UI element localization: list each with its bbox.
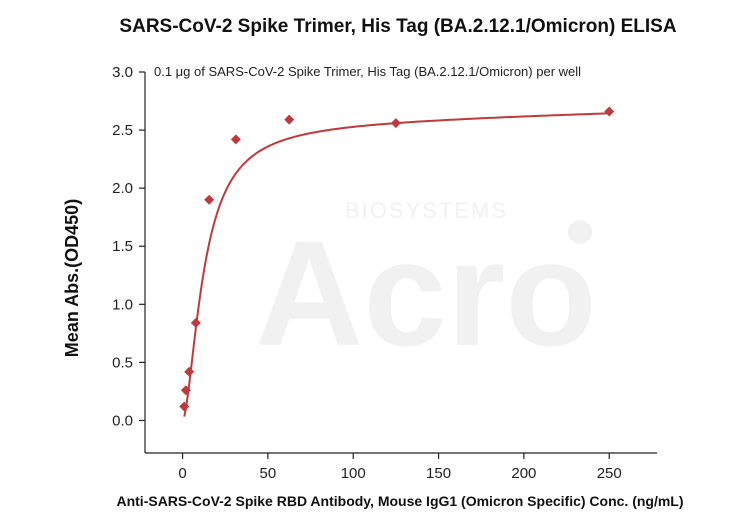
data-point: [604, 106, 615, 117]
fit-curve: [183, 112, 610, 417]
chart-annotation: 0.1 μg of SARS-CoV-2 Spike Trimer, His T…: [154, 64, 581, 79]
x-tick-label: 100: [341, 465, 366, 482]
data-point: [184, 366, 195, 377]
x-axis-label: Anti-SARS-CoV-2 Spike RBD Antibody, Mous…: [116, 493, 683, 509]
y-tick-label: 0.0: [112, 412, 133, 429]
watermark-main: Acro: [255, 209, 597, 377]
y-tick-label: 0.5: [112, 354, 133, 371]
data-points: [179, 106, 615, 412]
data-point: [204, 194, 215, 205]
y-axis-label: Mean Abs.(OD450): [62, 199, 82, 357]
x-ticks: 0 50 100 150 200 250: [178, 453, 622, 482]
plot-frame: [144, 72, 657, 454]
x-tick-label: 150: [426, 465, 451, 482]
data-point: [179, 401, 190, 412]
watermark-dot: [568, 220, 592, 244]
y-tick-label: 1.5: [112, 238, 133, 255]
y-tick-label: 2.0: [112, 180, 133, 197]
watermark: BIOSYSTEMS Acro: [255, 198, 597, 377]
y-tick-label: 1.0: [112, 296, 133, 313]
data-point: [390, 118, 401, 129]
x-tick-label: 200: [511, 465, 536, 482]
x-tick-label: 50: [260, 465, 277, 482]
data-point: [190, 317, 201, 328]
x-tick-label: 0: [178, 465, 186, 482]
y-tick-label: 2.5: [112, 122, 133, 139]
data-point: [180, 385, 191, 396]
y-ticks: 0.0 0.5 1.0 1.5 2.0 2.5 3.0: [112, 64, 145, 429]
data-point: [284, 114, 295, 125]
data-point: [230, 134, 241, 145]
x-tick-label: 250: [597, 465, 622, 482]
chart-title: SARS-CoV-2 Spike Trimer, His Tag (BA.2.1…: [119, 16, 676, 37]
watermark-sub: BIOSYSTEMS: [345, 198, 508, 223]
y-tick-label: 3.0: [112, 64, 133, 81]
